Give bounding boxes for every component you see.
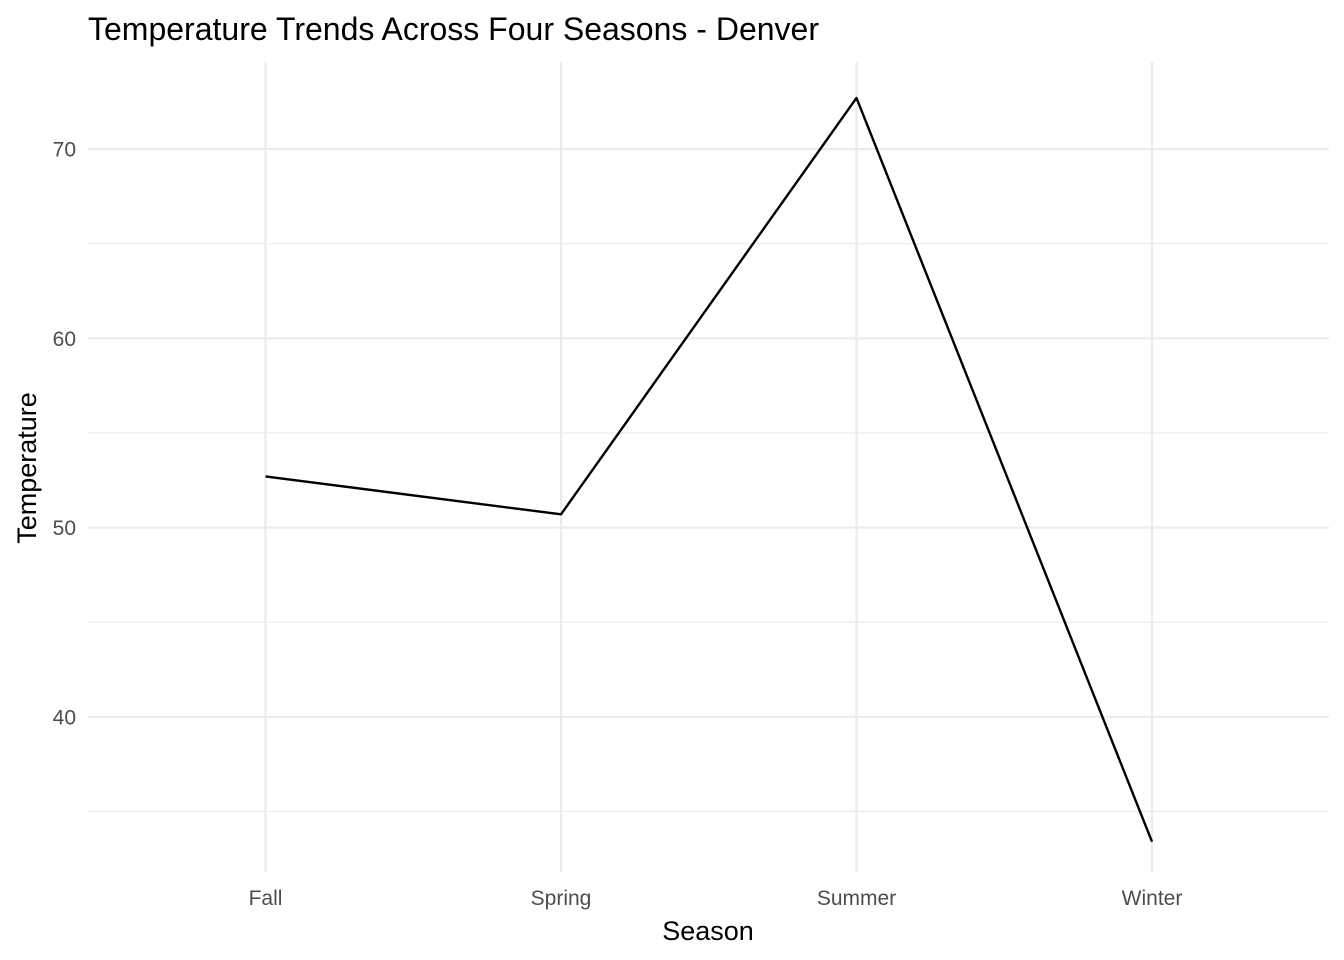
x-tick-label: Fall [249,887,283,910]
x-tick-label: Summer [817,887,896,910]
series-line [265,96,1154,843]
series-layer [265,96,1154,843]
y-axis-title: Temperature [12,392,42,544]
y-tick-label: 70 [53,139,76,162]
x-tick-label: Winter [1122,887,1183,910]
x-tick-label: Spring [531,887,592,910]
y-axis-ticks: 40 50 60 70 [53,139,76,730]
grid-layer [88,62,1329,872]
y-tick-label: 60 [53,328,76,351]
chart-title: Temperature Trends Across Four Seasons -… [88,11,819,47]
y-tick-label: 50 [53,517,76,540]
y-tick-label: 40 [53,706,76,729]
x-axis-ticks: Fall Spring Summer Winter [249,887,1183,910]
x-axis-title: Season [662,916,754,946]
